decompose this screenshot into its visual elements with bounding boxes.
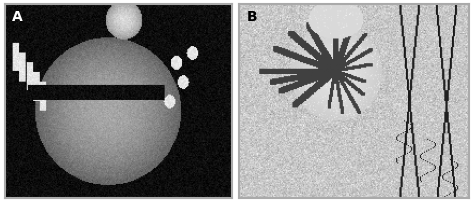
Text: A: A	[11, 10, 22, 24]
Text: B: B	[246, 10, 257, 24]
